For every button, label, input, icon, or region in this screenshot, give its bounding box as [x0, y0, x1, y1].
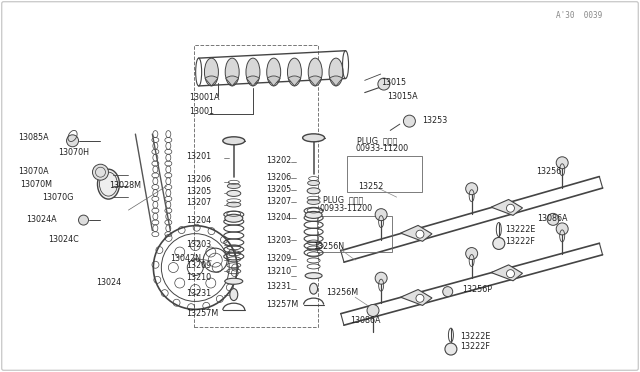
Text: 13256N: 13256N [314, 242, 345, 251]
Circle shape [67, 135, 79, 147]
Text: 13209: 13209 [266, 254, 291, 263]
Text: 13070M: 13070M [20, 180, 52, 189]
Text: 13070A: 13070A [19, 167, 49, 176]
Ellipse shape [225, 214, 243, 222]
Text: 13001: 13001 [189, 108, 214, 116]
Circle shape [403, 115, 415, 127]
Text: 13024A: 13024A [26, 215, 57, 224]
Text: 13256: 13256 [536, 167, 561, 176]
Text: 13203: 13203 [186, 240, 211, 249]
Text: 13206: 13206 [186, 175, 211, 184]
Bar [317, 216, 392, 251]
Text: 13222E: 13222E [461, 331, 491, 341]
Wedge shape [288, 76, 301, 86]
Ellipse shape [227, 183, 240, 189]
Polygon shape [401, 289, 432, 305]
Text: 13256M: 13256M [326, 288, 358, 297]
Circle shape [375, 209, 387, 221]
Text: 00933-11200: 00933-11200 [320, 204, 373, 213]
Text: A'30  0039: A'30 0039 [556, 11, 602, 20]
Text: 13202: 13202 [266, 155, 291, 164]
Text: 13252: 13252 [358, 182, 384, 191]
Text: 13086A: 13086A [351, 316, 381, 325]
Text: 13231: 13231 [266, 282, 291, 291]
Ellipse shape [225, 278, 243, 284]
Text: 13207: 13207 [186, 198, 211, 207]
Text: 13222F: 13222F [461, 342, 490, 351]
Bar [193, 45, 318, 327]
Circle shape [416, 230, 424, 238]
Polygon shape [491, 199, 522, 215]
Ellipse shape [227, 202, 241, 207]
Text: 13256P: 13256P [462, 285, 492, 294]
Circle shape [79, 215, 88, 225]
Bar [348, 156, 422, 192]
Circle shape [556, 223, 568, 235]
Wedge shape [205, 76, 218, 86]
Text: 13210: 13210 [266, 267, 291, 276]
Text: PLUG  プラグ: PLUG プラグ [357, 136, 397, 145]
Wedge shape [330, 76, 342, 86]
Ellipse shape [308, 58, 322, 86]
Wedge shape [308, 76, 322, 86]
Text: 13231: 13231 [186, 289, 211, 298]
Polygon shape [491, 265, 522, 281]
Text: 13070H: 13070H [58, 148, 89, 157]
Ellipse shape [97, 169, 120, 199]
Circle shape [547, 214, 559, 225]
Ellipse shape [329, 58, 343, 86]
Ellipse shape [223, 137, 244, 145]
Ellipse shape [307, 199, 320, 205]
Ellipse shape [246, 58, 260, 86]
Ellipse shape [227, 190, 241, 196]
Text: 13222F: 13222F [505, 237, 535, 246]
Text: 13203: 13203 [266, 236, 291, 245]
Circle shape [375, 272, 387, 284]
Circle shape [443, 287, 452, 296]
Ellipse shape [310, 283, 317, 294]
Text: 13015: 13015 [381, 78, 406, 87]
Text: 13257M: 13257M [186, 310, 218, 318]
Text: 13253: 13253 [422, 116, 447, 125]
Text: 13207: 13207 [266, 197, 291, 206]
Text: 13205: 13205 [266, 185, 291, 194]
Text: 13024: 13024 [97, 278, 122, 287]
Ellipse shape [303, 134, 324, 142]
Text: 13085A: 13085A [19, 133, 49, 142]
Text: 13206: 13206 [266, 173, 291, 182]
Text: 13015A: 13015A [387, 92, 418, 101]
Ellipse shape [305, 273, 322, 279]
Text: 13024C: 13024C [49, 235, 79, 244]
Text: 13201: 13201 [186, 152, 211, 161]
Ellipse shape [308, 180, 319, 186]
Ellipse shape [225, 58, 239, 86]
Text: 13210: 13210 [186, 273, 211, 282]
Circle shape [466, 247, 477, 260]
Circle shape [445, 343, 457, 355]
Text: 13086A: 13086A [537, 214, 568, 223]
Circle shape [556, 157, 568, 169]
Text: 13257M: 13257M [266, 300, 298, 309]
Ellipse shape [230, 289, 238, 301]
Text: 13204: 13204 [266, 213, 291, 222]
Circle shape [367, 305, 379, 317]
Circle shape [466, 183, 477, 195]
Text: 13001A: 13001A [189, 93, 220, 102]
Ellipse shape [307, 188, 320, 194]
Wedge shape [226, 76, 239, 86]
Ellipse shape [287, 58, 301, 86]
Circle shape [506, 204, 515, 212]
Wedge shape [246, 76, 259, 86]
Circle shape [506, 270, 515, 278]
Text: 13222E: 13222E [505, 225, 536, 234]
Circle shape [416, 294, 424, 302]
Circle shape [93, 164, 108, 180]
Polygon shape [401, 225, 432, 241]
Text: 13204: 13204 [186, 216, 211, 225]
Text: 13205: 13205 [186, 187, 211, 196]
Ellipse shape [267, 58, 281, 86]
Text: 13042N: 13042N [170, 254, 201, 263]
Ellipse shape [204, 58, 218, 86]
Text: 13209: 13209 [186, 261, 211, 270]
